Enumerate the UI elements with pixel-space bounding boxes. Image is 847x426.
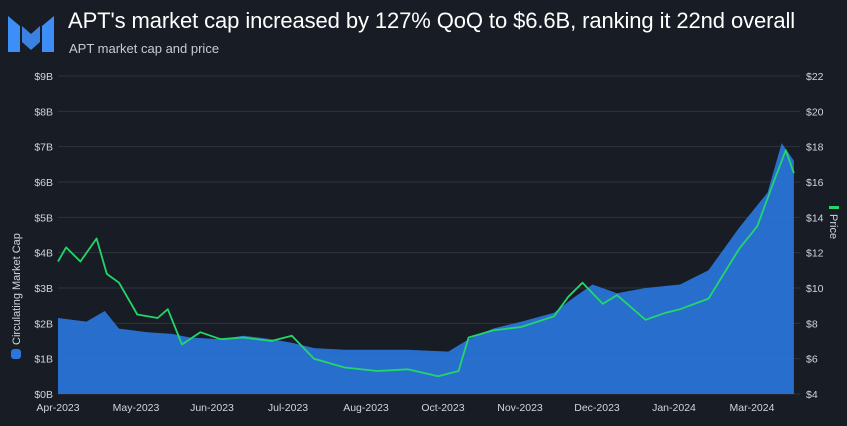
x-tick-label: Nov-2023 — [497, 402, 543, 414]
right-tick-label: $12 — [806, 248, 824, 260]
right-tick-label: $22 — [806, 71, 824, 83]
right-tick-label: $20 — [806, 106, 824, 118]
right-axis-ticks: $4 $6 $8 $10 $12 $14 $16 $18 $20 $22 — [806, 71, 824, 401]
right-tick-label: $10 — [806, 283, 824, 295]
right-tick-label: $4 — [806, 389, 818, 401]
price-line — [57, 149, 795, 378]
x-axis-ticks: Apr-2023 May-2023 Jun-2023 Jul-2023 Aug-2023… — [36, 402, 774, 414]
left-tick-label: $5B — [34, 212, 53, 224]
x-tick-label: Oct-2023 — [421, 402, 464, 414]
right-tick-label: $14 — [806, 212, 824, 224]
left-tick-label: $1B — [34, 354, 53, 366]
left-tick-label: $7B — [34, 142, 53, 154]
right-tick-label: $8 — [806, 318, 818, 330]
x-tick-label: Jul-2023 — [268, 402, 308, 414]
x-tick-label: Apr-2023 — [36, 402, 79, 414]
market-cap-area — [58, 143, 794, 394]
left-tick-label: $0B — [34, 389, 53, 401]
left-tick-label: $9B — [34, 71, 53, 83]
left-axis-title: Circulating Market Cap — [11, 233, 23, 345]
right-axis-title: Price — [827, 214, 839, 239]
market-cap-legend-swatch — [11, 349, 21, 359]
left-axis-title-group: Circulating Market Cap — [11, 233, 23, 359]
right-tick-label: $16 — [806, 177, 824, 189]
left-tick-label: $6B — [34, 177, 53, 189]
axis-titles: Circulating Market Cap Price — [11, 206, 839, 359]
x-tick-label: Aug-2023 — [343, 402, 389, 414]
x-tick-label: Jan-2024 — [652, 402, 696, 414]
x-tick-label: Mar-2024 — [730, 402, 775, 414]
chart-title: APT's market cap increased by 127% QoQ t… — [68, 8, 796, 33]
price-line-layer — [57, 149, 795, 378]
right-tick-label: $6 — [806, 354, 818, 366]
left-axis-ticks: $0B $1B $2B $3B $4B $5B $6B $7B $8B $9B — [34, 71, 53, 401]
left-tick-label: $8B — [34, 106, 53, 118]
x-tick-label: May-2023 — [113, 402, 160, 414]
x-tick-label: Jun-2023 — [190, 402, 234, 414]
left-tick-label: $3B — [34, 283, 53, 295]
x-tick-label: Dec-2023 — [574, 402, 620, 414]
market-cap-area-layer — [58, 143, 794, 394]
left-tick-label: $4B — [34, 248, 53, 260]
logo-icon — [8, 16, 54, 52]
chart: $0B $1B $2B $3B $4B $5B $6B $7B $8B $9B $4 $6 $8 $10… — [11, 71, 839, 414]
price-legend-swatch — [829, 206, 839, 209]
header: APT's market cap increased by 127% QoQ t… — [0, 0, 847, 62]
right-axis-title-group: Price — [827, 206, 839, 239]
chart-subtitle: APT market cap and price — [69, 41, 220, 56]
right-tick-label: $18 — [806, 142, 824, 154]
left-tick-label: $2B — [34, 318, 53, 330]
